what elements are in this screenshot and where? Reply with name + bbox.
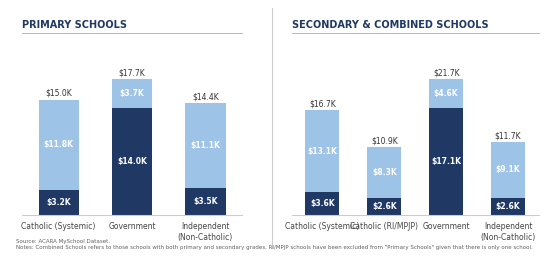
Text: $8.3K: $8.3K	[372, 168, 397, 177]
Text: $3.2K: $3.2K	[46, 198, 71, 207]
Text: $3.5K: $3.5K	[193, 197, 218, 206]
Text: $11.7K: $11.7K	[495, 131, 521, 140]
Text: $3.7K: $3.7K	[120, 89, 144, 98]
Text: $11.8K: $11.8K	[43, 141, 74, 150]
Text: SECONDARY & COMBINED SCHOOLS: SECONDARY & COMBINED SCHOOLS	[292, 20, 488, 30]
Text: $2.6K: $2.6K	[372, 202, 397, 211]
Bar	[305, 192, 339, 214]
Text: $17.7K: $17.7K	[119, 68, 145, 77]
Bar	[185, 188, 226, 214]
Bar	[367, 147, 402, 198]
Text: $9.1K: $9.1K	[496, 166, 520, 174]
Bar	[305, 111, 339, 192]
Bar	[367, 198, 402, 215]
Bar	[429, 79, 463, 108]
Text: PRIMARY SCHOOLS: PRIMARY SCHOOLS	[22, 20, 127, 30]
Text: $4.6K: $4.6K	[434, 89, 459, 98]
Bar	[39, 100, 79, 190]
Text: $10.9K: $10.9K	[371, 136, 398, 145]
Bar	[491, 198, 525, 215]
Text: $2.6K: $2.6K	[496, 202, 520, 211]
Text: $13.1K: $13.1K	[307, 147, 337, 156]
Text: $14.4K: $14.4K	[192, 92, 219, 101]
Text: $15.0K: $15.0K	[45, 89, 72, 98]
Bar	[429, 108, 463, 214]
Text: Source: ACARA MySchool Dataset.
Notes: Combined Schools refers to those schools : Source: ACARA MySchool Dataset. Notes: C…	[16, 239, 534, 250]
Text: $14.0K: $14.0K	[117, 156, 147, 166]
Bar	[112, 108, 152, 214]
Bar	[112, 79, 152, 108]
Text: $16.7K: $16.7K	[309, 100, 336, 109]
Bar	[491, 142, 525, 198]
Bar	[39, 190, 79, 214]
Text: $3.6K: $3.6K	[310, 199, 335, 208]
Bar	[185, 103, 226, 188]
Text: $11.1K: $11.1K	[190, 141, 220, 150]
Text: $17.1K: $17.1K	[431, 157, 461, 166]
Text: $21.7K: $21.7K	[433, 69, 459, 78]
